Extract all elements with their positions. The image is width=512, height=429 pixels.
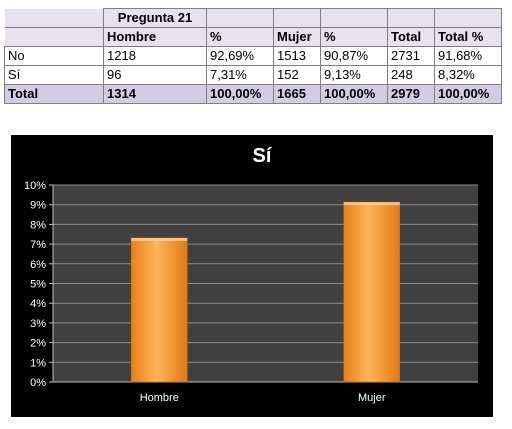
y-tick-label: 5% [30, 279, 46, 291]
row-label: Total [4, 84, 104, 104]
column-header-total-pct: Total % [434, 27, 502, 47]
table-cell: 1218 [103, 46, 207, 66]
y-tick-label: 7% [30, 239, 46, 251]
chart-title: Sí [253, 145, 273, 167]
y-tick-label: 9% [30, 200, 46, 212]
bar-chart: Sí 0% 1% 2% 3% 4% 5% 6% 7% 8% 9% 10% Hombre Mujer [11, 135, 493, 417]
y-tick-label: 10% [24, 180, 46, 192]
table-cell: 152 [273, 65, 321, 85]
table-cell: 90,87% [320, 46, 388, 66]
table-column-header-row: Hombre % Mujer % Total Total % [4, 27, 502, 47]
table-cell: 8,32% [434, 65, 502, 85]
x-tick-label: Mujer [358, 392, 386, 404]
table-cell: 248 [387, 65, 435, 85]
table-group-header: Pregunta 21 [103, 8, 207, 28]
table-cell: 1314 [103, 84, 207, 104]
table-group-header-row: Pregunta 21 [4, 8, 502, 28]
table-cell: 2731 [387, 46, 435, 66]
y-tick-label: 4% [30, 298, 46, 310]
table-cell: 1665 [273, 84, 321, 104]
table-header-empty [387, 8, 435, 28]
table-row-total: Total 1314 100,00% 1665 100,00% 2979 100… [4, 84, 502, 104]
column-header-mujer: Mujer [273, 27, 321, 47]
table-corner-cell [4, 8, 104, 28]
column-header-hombre: Hombre [103, 27, 207, 47]
table-cell: 96 [103, 65, 207, 85]
table-corner-cell [4, 27, 104, 47]
y-tick-label: 8% [30, 219, 46, 231]
row-label: No [4, 46, 104, 66]
table-cell: 2979 [387, 84, 435, 104]
table-header-empty [320, 8, 388, 28]
y-tick-label: 6% [30, 259, 46, 271]
bar-hombre [130, 237, 188, 383]
column-header-total: Total [387, 27, 435, 47]
data-table: Pregunta 21 Hombre % Mujer % Total Total… [4, 8, 502, 104]
bar-top-highlight [131, 237, 188, 241]
table-header-empty [206, 8, 274, 28]
table-cell: 100,00% [434, 84, 502, 104]
y-tick-label: 0% [30, 377, 46, 389]
chart-svg: Sí 0% 1% 2% 3% 4% 5% 6% 7% 8% 9% 10% Hombre Mujer [24, 145, 478, 404]
y-tick-label: 2% [30, 338, 46, 350]
table-header-empty [273, 8, 321, 28]
table-cell: 91,68% [434, 46, 502, 66]
y-tick-label: 3% [30, 318, 46, 330]
bar-top-highlight [343, 202, 400, 206]
x-tick-label: Hombre [140, 392, 179, 404]
table-cell: 1513 [273, 46, 321, 66]
column-header-hombre-pct: % [206, 27, 274, 47]
table-cell: 100,00% [320, 84, 388, 104]
y-tick-label: 1% [30, 357, 46, 369]
table-cell: 92,69% [206, 46, 274, 66]
table-cell: 7,31% [206, 65, 274, 85]
bar-mujer [343, 201, 401, 383]
table-header-empty [434, 8, 502, 28]
table-cell: 9,13% [320, 65, 388, 85]
table-row-no: No 1218 92,69% 1513 90,87% 2731 91,68% [4, 46, 502, 66]
table-cell: 100,00% [206, 84, 274, 104]
table-row-si: Sí 96 7,31% 152 9,13% 248 8,32% [4, 65, 502, 85]
column-header-mujer-pct: % [320, 27, 388, 47]
row-label: Sí [4, 65, 104, 85]
